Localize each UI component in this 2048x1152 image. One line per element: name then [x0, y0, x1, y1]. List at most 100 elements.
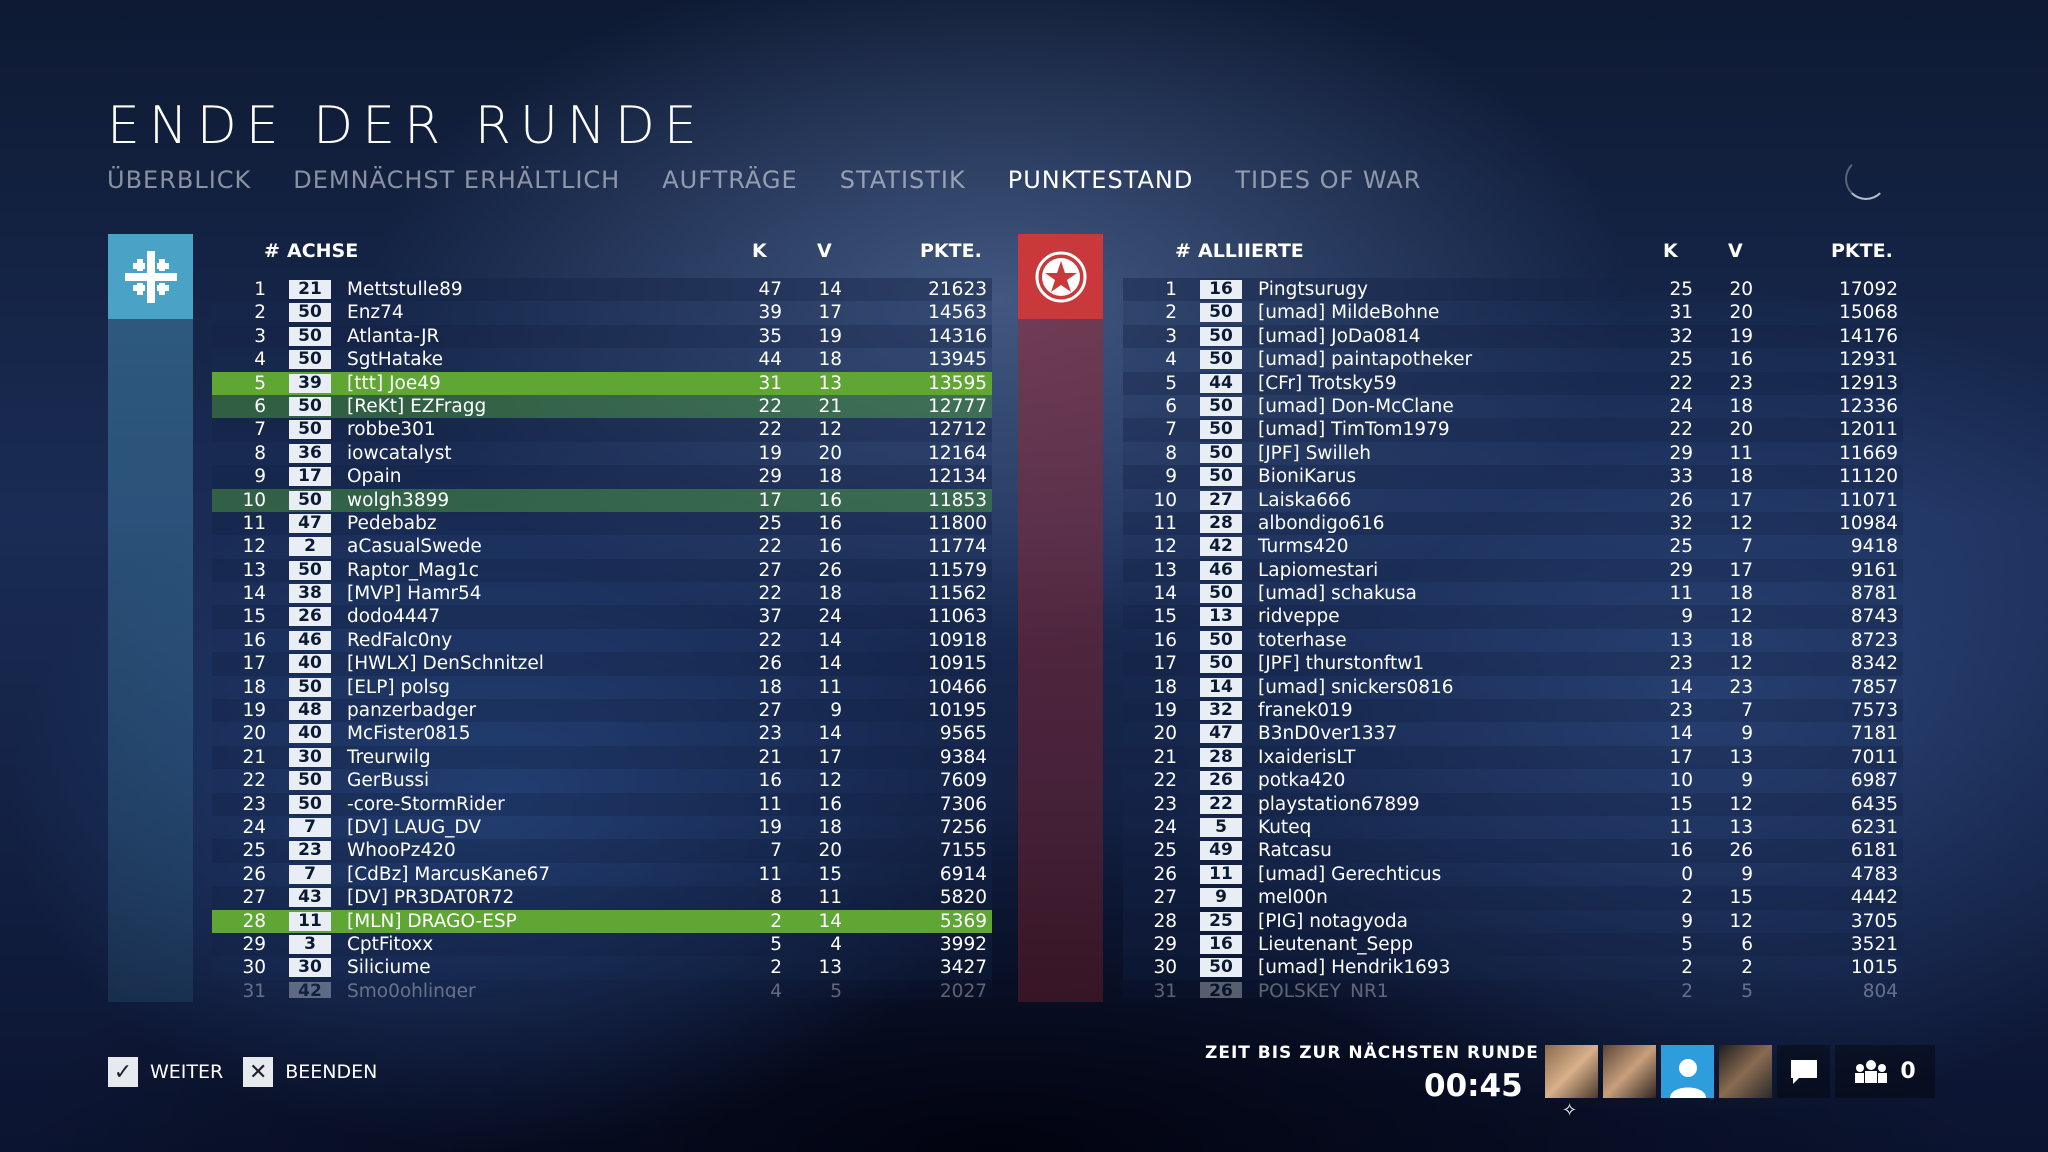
player-row[interactable]: 26 7 [CdBz] MarcusKane67 11 15 6914 [212, 862, 992, 887]
player-row[interactable]: 17 40 [HWLX] DenSchnitzel 26 14 10915 [212, 652, 992, 676]
player-rank: 8 [254, 442, 266, 464]
tab-assignments[interactable]: AUFTRÄGE [662, 166, 798, 194]
player-row[interactable]: 25 23 WhooPz420 7 20 7155 [212, 839, 992, 863]
player-score: 13945 [928, 349, 987, 371]
player-row[interactable]: 11 47 Pedebabz 25 16 11800 [212, 511, 992, 536]
player-row[interactable]: 25 49 Ratcasu 16 26 6181 [1123, 839, 1903, 863]
quit-button[interactable]: ✕ BEENDEN [243, 1057, 377, 1087]
player-row[interactable]: 3 50 [umad] JoDa0814 32 19 14176 [1123, 324, 1903, 349]
player-rank-badge: 26 [1200, 981, 1242, 998]
player-row[interactable]: 20 40 McFister0815 23 14 9565 [212, 722, 992, 746]
player-row[interactable]: 6 50 [umad] Don-McClane 24 18 12336 [1123, 394, 1903, 419]
player-score: 7306 [939, 793, 987, 815]
player-row[interactable]: 12 42 Turms420 25 7 9418 [1123, 535, 1903, 559]
player-row[interactable]: 21 30 Treurwilg 21 17 9384 [212, 745, 992, 770]
player-deaths: 5 [830, 980, 842, 998]
player-deaths: 15 [818, 863, 842, 885]
player-deaths: 17 [818, 746, 842, 768]
player-row[interactable]: 28 25 [PIG] notagyoda 9 12 3705 [1123, 909, 1903, 933]
continue-button[interactable]: ✓ WEITER [108, 1057, 223, 1087]
player-row[interactable]: 1 21 Mettstulle89 47 14 21623 [212, 278, 992, 302]
player-row[interactable]: 13 50 Raptor_Mag1c 27 26 11579 [212, 558, 992, 583]
player-row[interactable]: 18 14 [umad] snickers0816 14 23 7857 [1123, 675, 1903, 700]
player-kills: 23 [758, 723, 782, 745]
player-row[interactable]: 19 32 franek019 23 7 7573 [1123, 699, 1903, 723]
player-row[interactable]: 14 38 [MVP] Hamr54 22 18 11562 [212, 582, 992, 606]
player-row[interactable]: 27 9 mel00n 2 15 4442 [1123, 886, 1903, 910]
squad-member-avatar[interactable] [1545, 1045, 1598, 1098]
player-row[interactable]: 4 50 [umad] paintapotheker 25 16 12931 [1123, 348, 1903, 372]
player-row[interactable]: 28 11 [MLN] DRAGO-ESP 2 14 5369 [212, 909, 992, 933]
player-row[interactable]: 5 44 [CFr] Trotsky59 22 23 12913 [1123, 371, 1903, 395]
party-count: 0 [1900, 1059, 1916, 1084]
player-deaths: 13 [818, 957, 842, 979]
allies-star-icon [1035, 251, 1086, 302]
player-row[interactable]: 31 26 POLSKEY_NR1 2 5 804 [1123, 979, 1903, 998]
player-row[interactable]: 30 50 [umad] Hendrik1693 2 2 1015 [1123, 956, 1903, 980]
player-rank-badge: 50 [289, 490, 331, 510]
player-row[interactable]: 20 47 B3nD0ver1337 14 9 7181 [1123, 722, 1903, 746]
player-row[interactable]: 29 16 Lieutenant_Sepp 5 6 3521 [1123, 932, 1903, 957]
player-row[interactable]: 2 50 [umad] MildeBohne 31 20 15068 [1123, 301, 1903, 325]
player-row[interactable]: 23 22 playstation67899 15 12 6435 [1123, 792, 1903, 816]
party-button[interactable]: 0 [1835, 1045, 1935, 1098]
player-score: 12931 [1839, 349, 1898, 371]
player-row[interactable]: 4 50 SgtHatake 44 18 13945 [212, 348, 992, 372]
player-row[interactable]: 1 16 Pingtsurugy 25 20 17092 [1123, 278, 1903, 302]
tab-coming-soon[interactable]: DEMNÄCHST ERHÄLTLICH [293, 166, 621, 194]
player-row[interactable]: 10 50 wolgh3899 17 16 11853 [212, 488, 992, 512]
player-row[interactable]: 15 26 dodo4447 37 24 11063 [212, 605, 992, 629]
player-score: 9565 [939, 723, 987, 745]
player-row[interactable]: 22 26 potka420 10 9 6987 [1123, 769, 1903, 793]
player-row[interactable]: 13 46 Lapiomestari 29 17 9161 [1123, 558, 1903, 583]
player-row[interactable]: 7 50 [umad] TimTom1979 22 20 12011 [1123, 418, 1903, 442]
player-row[interactable]: 17 50 [JPF] thurstonftw1 23 12 8342 [1123, 652, 1903, 676]
player-row[interactable]: 18 50 [ELP] polsg 18 11 10466 [212, 675, 992, 700]
tab-scoreboard[interactable]: PUNKTESTAND [1007, 166, 1194, 194]
player-row[interactable]: 16 50 toterhase 13 18 8723 [1123, 628, 1903, 653]
player-row[interactable]: 30 30 Siliciume 2 13 3427 [212, 956, 992, 980]
tab-statistics[interactable]: STATISTIK [839, 166, 966, 194]
player-deaths: 16 [818, 793, 842, 815]
player-score: 7155 [939, 840, 987, 862]
player-row[interactable]: 23 50 -core-StormRider 11 16 7306 [212, 792, 992, 816]
player-row[interactable]: 21 28 IxaiderisLT 17 13 7011 [1123, 745, 1903, 770]
player-row[interactable]: 12 2 aCasualSwede 22 16 11774 [212, 535, 992, 559]
player-row[interactable]: 24 5 Kuteq 11 13 6231 [1123, 815, 1903, 840]
player-kills: 2 [1681, 887, 1693, 909]
player-row[interactable]: 24 7 [DV] LAUG_DV 19 18 7256 [212, 815, 992, 840]
player-row[interactable]: 9 17 Opain 29 18 12134 [212, 465, 992, 489]
tab-tides-of-war[interactable]: TIDES OF WAR [1235, 166, 1422, 194]
squad-bar: 0 [1545, 1045, 1935, 1098]
squad-member-avatar[interactable] [1719, 1045, 1772, 1098]
player-row[interactable]: 14 50 [umad] schakusa 11 18 8781 [1123, 582, 1903, 606]
tab-overview[interactable]: ÜBERBLICK [107, 166, 252, 194]
default-avatar[interactable] [1661, 1045, 1714, 1098]
player-row[interactable]: 27 43 [DV] PR3DAT0R72 8 11 5820 [212, 886, 992, 910]
player-row[interactable]: 26 11 [umad] Gerechticus 0 9 4783 [1123, 862, 1903, 887]
player-row[interactable]: 8 36 iowcatalyst 19 20 12164 [212, 441, 992, 466]
player-row[interactable]: 2 50 Enz74 39 17 14563 [212, 301, 992, 325]
player-row[interactable]: 16 46 RedFalc0ny 22 14 10918 [212, 628, 992, 653]
player-row[interactable]: 19 48 panzerbadger 27 9 10195 [212, 699, 992, 723]
player-row[interactable]: 10 27 Laiska666 26 17 11071 [1123, 488, 1903, 512]
player-row[interactable]: 5 39 [ttt] Joe49 31 13 13595 [212, 371, 992, 395]
player-row[interactable]: 8 50 [JPF] Swilleh 29 11 11669 [1123, 441, 1903, 466]
player-row[interactable]: 9 50 BioniKarus 33 18 11120 [1123, 465, 1903, 489]
player-row[interactable]: 29 3 CptFitoxx 5 4 3992 [212, 932, 992, 957]
player-deaths: 18 [1729, 395, 1753, 417]
player-row[interactable]: 7 50 robbe301 22 12 12712 [212, 418, 992, 442]
player-row[interactable]: 22 50 GerBussi 16 12 7609 [212, 769, 992, 793]
player-row[interactable]: 11 28 albondigo616 32 12 10984 [1123, 511, 1903, 536]
player-rank: 8 [1165, 442, 1177, 464]
player-name: mel00n [1258, 887, 1328, 909]
player-rank-badge: 50 [289, 794, 331, 814]
player-row[interactable]: 15 13 ridveppe 9 12 8743 [1123, 605, 1903, 629]
player-row[interactable]: 6 50 [ReKt] EZFragg 22 21 12777 [212, 394, 992, 419]
player-rank-badge: 27 [1200, 490, 1242, 510]
player-row[interactable]: 3 50 Atlanta-JR 35 19 14316 [212, 324, 992, 349]
player-rank-badge: 50 [289, 350, 331, 370]
player-row[interactable]: 31 42 Smo0ohlinger 4 5 2027 [212, 979, 992, 998]
squad-member-avatar[interactable] [1603, 1045, 1656, 1098]
chat-button[interactable] [1777, 1045, 1830, 1098]
